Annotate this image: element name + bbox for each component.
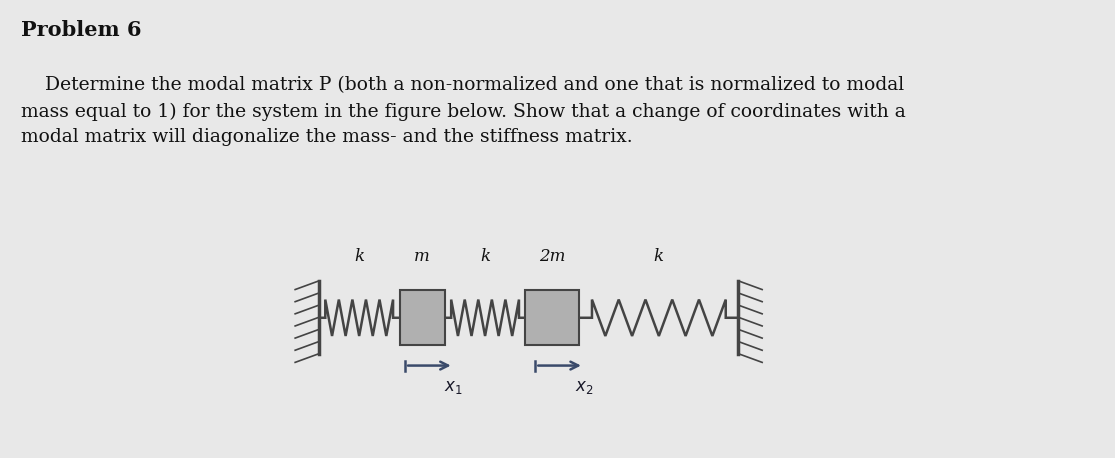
Text: $x_1$: $x_1$: [444, 379, 463, 396]
Text: Problem 6: Problem 6: [21, 20, 142, 39]
Text: k: k: [653, 248, 663, 266]
Text: k: k: [355, 248, 365, 266]
Text: m: m: [415, 248, 430, 266]
Text: 2m: 2m: [540, 248, 565, 266]
Text: k: k: [481, 248, 491, 266]
Text: $x_2$: $x_2$: [574, 379, 593, 396]
Text: Determine the modal matrix P (both a non-normalized and one that is normalized t: Determine the modal matrix P (both a non…: [21, 76, 905, 146]
Bar: [525, 290, 579, 345]
Bar: [399, 290, 445, 345]
